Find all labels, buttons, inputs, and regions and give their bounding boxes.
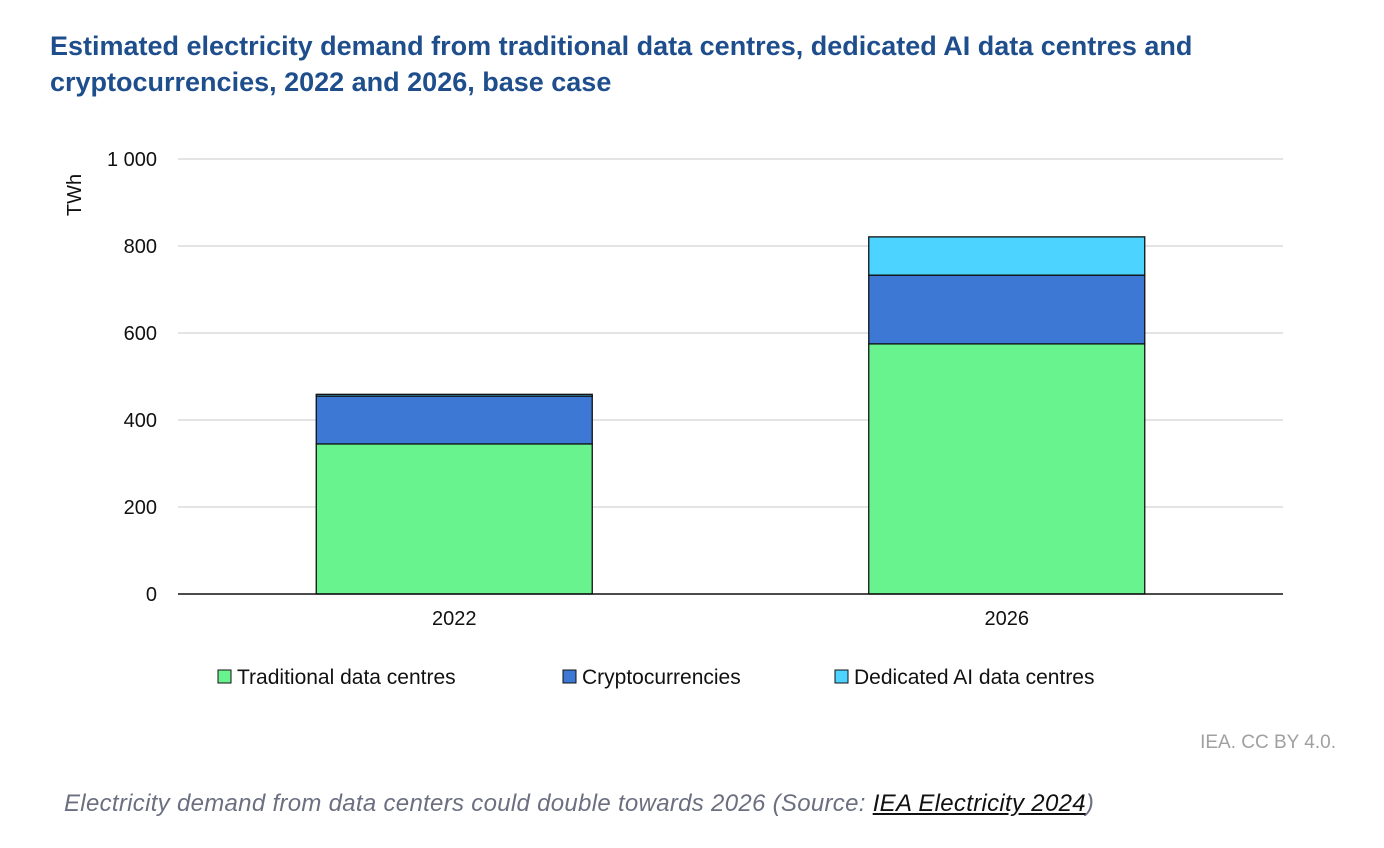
- legend-swatch: [562, 669, 577, 684]
- caption-text: Electricity demand from data centers cou…: [64, 790, 873, 817]
- chart-title: Estimated electricity demand from tradit…: [50, 31, 1193, 97]
- y-tick-label: 600: [124, 323, 157, 345]
- caption: Electricity demand from data centers cou…: [64, 790, 1094, 818]
- y-tick-label: 400: [124, 410, 157, 432]
- y-axis-label: TWh: [64, 174, 86, 216]
- legend-label: Dedicated AI data centres: [854, 666, 1095, 689]
- legend-label: Cryptocurrencies: [582, 666, 741, 689]
- legend-swatch: [834, 669, 849, 684]
- y-tick-label: 200: [124, 497, 157, 519]
- y-tick-label: 0: [146, 584, 157, 606]
- x-tick-label: 2022: [432, 608, 477, 630]
- y-tick-label: 1 000: [107, 149, 157, 171]
- legend-swatch: [217, 669, 232, 684]
- bar-segment: [315, 393, 593, 397]
- bar-segment: [868, 343, 1146, 595]
- y-tick-label: 800: [124, 236, 157, 258]
- bar-segment: [315, 395, 593, 445]
- credit-text: IEA. CC BY 4.0.: [1200, 732, 1336, 753]
- bar-segment: [868, 274, 1146, 345]
- legend-label: Traditional data centres: [237, 666, 456, 689]
- caption-end: ): [1085, 790, 1095, 817]
- bar-segment: [315, 443, 593, 595]
- source-link[interactable]: IEA Electricity 2024: [872, 790, 1086, 817]
- bar-segment: [868, 236, 1146, 276]
- x-tick-label: 2026: [985, 608, 1030, 630]
